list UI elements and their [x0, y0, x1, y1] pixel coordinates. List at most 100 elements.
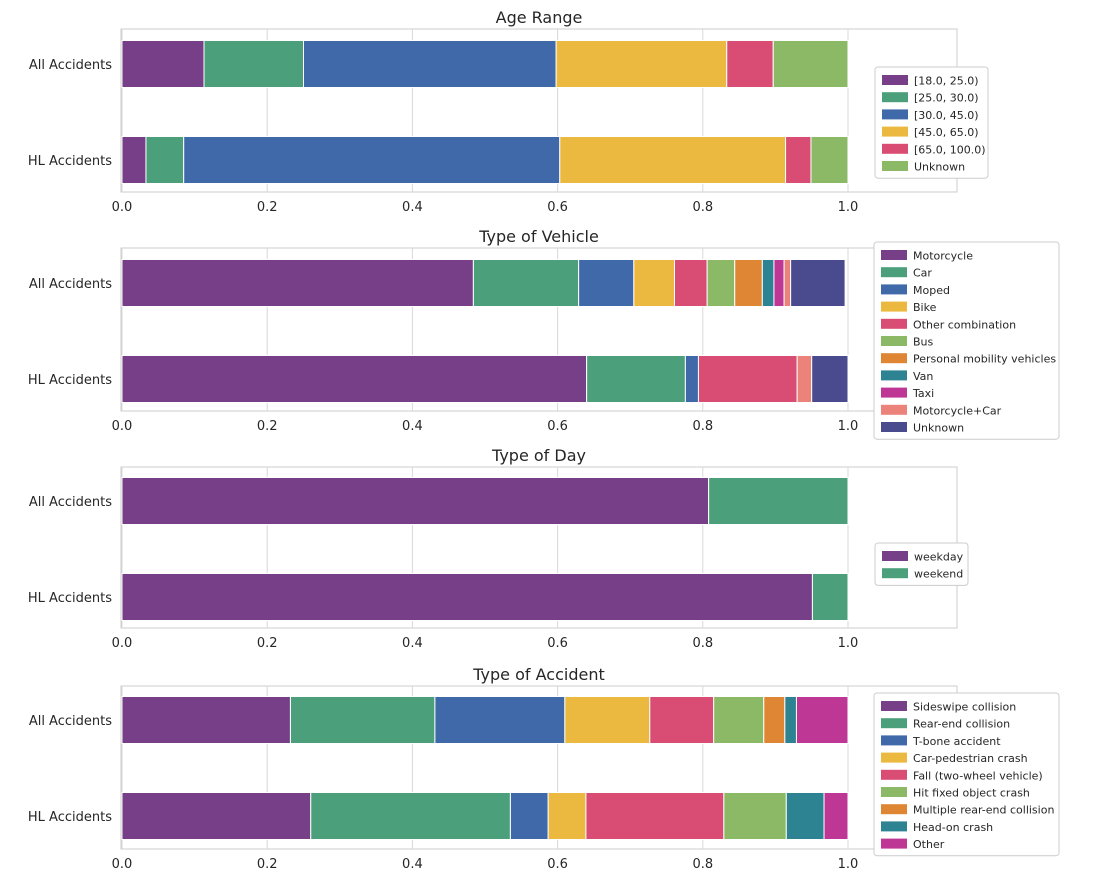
x-tick-label: 0.8 [692, 200, 713, 215]
x-tick-label: 1.0 [838, 200, 859, 215]
bar-segment-all-accidents-18-0-25-0 [121, 40, 205, 88]
legend-swatch [881, 422, 907, 432]
chart-title: Type of Vehicle [478, 227, 599, 246]
x-tick-label: 0.6 [547, 419, 568, 434]
legend-swatch [882, 109, 908, 120]
y-category-label: All Accidents [29, 495, 112, 510]
legend-label: Rear-end collision [913, 718, 1010, 731]
legend: [18.0, 25.0) [25.0, 30.0) [30.0, 45.0) [45.… [874, 66, 989, 179]
bar-segment-hl-accidents-65-0-100-0 [785, 136, 812, 184]
bar-segment-all-accidents-25-0-30-0 [203, 40, 304, 88]
bar-segment-hl-accidents-other-combination [697, 355, 798, 403]
legend-swatch [881, 838, 907, 849]
bar-segment-hl-accidents-weekday [121, 573, 813, 621]
y-category-label: All Accidents [29, 58, 112, 73]
legend-label: Other [913, 838, 945, 851]
y-category-label: HL Accidents [28, 810, 112, 825]
x-tick-label: 0.8 [692, 857, 713, 872]
y-category-label: All Accidents [29, 277, 112, 292]
legend-swatch [881, 250, 907, 260]
y-category-label: All Accidents [29, 714, 112, 729]
chart-title: Type of Accident [472, 665, 604, 684]
bar-segment-all-accidents-30-0-45-0 [303, 40, 557, 88]
x-tick-label: 0.4 [402, 636, 423, 651]
bar-segment-hl-accidents-30-0-45-0 [183, 136, 561, 184]
x-tick-label: 0.8 [692, 636, 713, 651]
y-category-label: HL Accidents [28, 373, 112, 388]
legend-swatch [882, 92, 908, 103]
x-tick-label: 0.2 [257, 200, 278, 215]
bar-segment-all-accidents-moped [578, 259, 635, 307]
legend-swatch [881, 821, 907, 832]
chart-title: Type of Day [491, 446, 586, 465]
legend-swatch [882, 126, 908, 137]
legend-label: Motorcycle+Car [913, 404, 1002, 417]
legend-box [873, 241, 1060, 440]
legend-label: Sideswipe collision [913, 701, 1016, 714]
legend-label: Hit fixed object crash [913, 787, 1030, 800]
legend-label: [45.0, 65.0) [914, 126, 979, 139]
legend-label: Personal mobility vehicles [913, 353, 1056, 366]
legend-swatch [881, 336, 907, 346]
x-tick-label: 0.4 [402, 857, 423, 872]
bar-segment-hl-accidents-45-0-65-0 [559, 136, 787, 184]
bar-segment-all-accidents-rear-end-collision [289, 696, 436, 744]
bar-segment-all-accidents-45-0-65-0 [555, 40, 728, 88]
x-tick-label: 0.2 [257, 636, 278, 651]
legend-swatch [881, 267, 907, 278]
x-tick-label: 1.0 [838, 636, 859, 651]
legend-swatch [882, 143, 908, 154]
y-category-label: HL Accidents [28, 154, 112, 169]
legend-swatch [881, 318, 907, 329]
bar-segment-all-accidents-bus [706, 259, 736, 307]
legend-label: [30.0, 45.0) [914, 109, 979, 122]
legend-swatch [881, 370, 907, 381]
bar-segment-hl-accidents-t-bone-accident [509, 792, 549, 840]
legend-swatch [881, 284, 907, 295]
legend-swatch [882, 161, 908, 171]
legend-label: weekday [914, 551, 964, 564]
bar-segment-all-accidents-other [795, 696, 849, 744]
bar-segment-all-accidents-unknown [772, 40, 849, 88]
x-tick-label: 0.8 [692, 419, 713, 434]
bar-segment-hl-accidents-car-pedestrian-crash [547, 792, 587, 840]
legend-label: Unknown [913, 422, 964, 435]
legend-swatch [882, 568, 908, 579]
legend-label: Fall (two-wheel vehicle) [913, 769, 1043, 782]
legend-label: [65.0, 100.0) [914, 143, 986, 156]
bar-segment-hl-accidents-sideswipe-collision [121, 792, 312, 840]
x-tick-label: 0.2 [257, 419, 278, 434]
legend-label: Other combination [913, 318, 1016, 331]
bar-segment-all-accidents-weekend [708, 477, 849, 525]
legend-swatch [882, 551, 908, 561]
bar-segment-hl-accidents-other [823, 792, 849, 840]
x-tick-label: 0.6 [547, 636, 568, 651]
bar-segment-all-accidents-car [472, 259, 580, 307]
legend-label: Moped [913, 284, 950, 297]
legend: Motorcycle Car Moped Bike Other combination B… [873, 241, 1060, 440]
legend-label: Van [913, 370, 933, 383]
legend-label: Car [913, 267, 932, 280]
bar-segment-hl-accidents-motorcycle-car [796, 355, 813, 403]
legend-swatch [881, 769, 907, 780]
x-tick-label: 0.4 [402, 200, 423, 215]
legend-box [873, 692, 1060, 857]
legend-swatch [881, 718, 907, 729]
legend-label: Multiple rear-end collision [913, 804, 1054, 817]
x-tick-label: 1.0 [838, 419, 859, 434]
legend-swatch [881, 804, 907, 815]
legend-label: Car-pedestrian crash [913, 752, 1028, 765]
bar-segment-hl-accidents-18-0-25-0 [121, 136, 147, 184]
bar-segment-all-accidents-bike [633, 259, 675, 307]
bar-segment-all-accidents-motorcycle [121, 259, 474, 307]
chart-panel-age-range: 0.0 0.2 0.4 0.6 0.8 1.0 Age Range All Accidents… [28, 8, 989, 215]
legend-label: Unknown [914, 161, 965, 174]
legend-label: T-bone accident [912, 735, 1001, 748]
legend-swatch [881, 404, 907, 415]
legend-swatch [881, 787, 907, 797]
legend-swatch [881, 353, 907, 364]
bar-segment-all-accidents-sideswipe-collision [121, 696, 291, 744]
legend-label: Head-on crash [913, 821, 993, 834]
